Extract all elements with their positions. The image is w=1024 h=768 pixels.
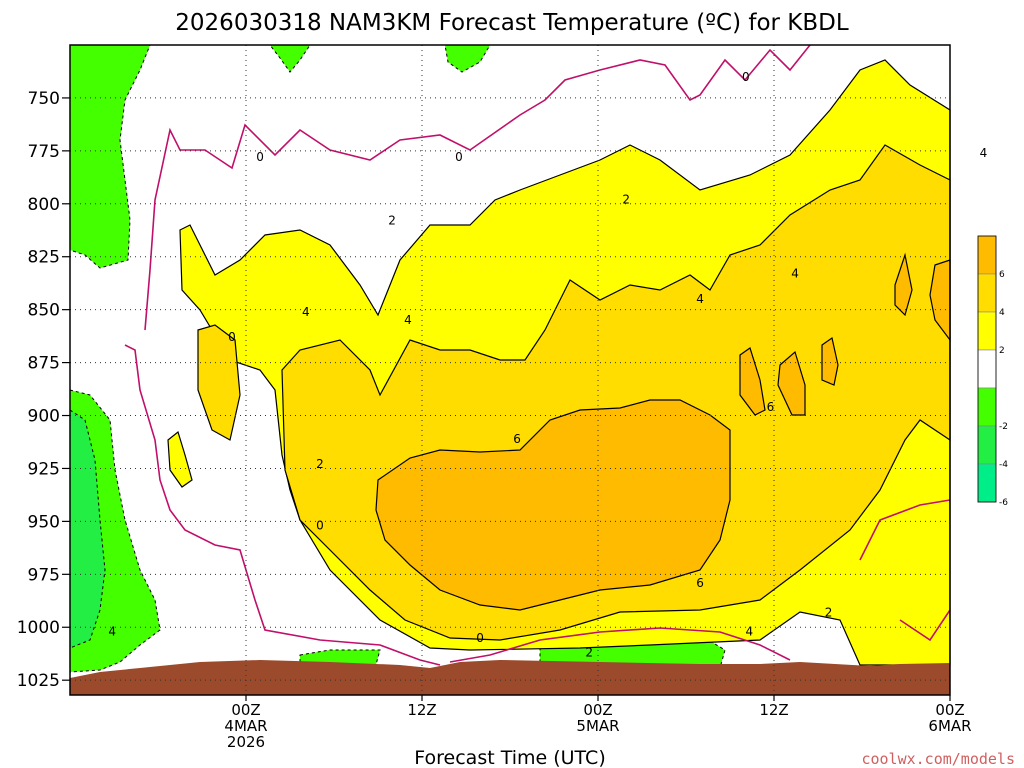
y-tick-label: 750 [28, 89, 60, 109]
colorbar-swatch [977, 235, 997, 275]
colorbar-swatch [977, 425, 997, 465]
region-4-to-6-left-blob [197, 324, 241, 441]
chart-title: 2026030318 NAM3KM Forecast Temperature (… [175, 10, 849, 36]
colorbar-label: 6 [999, 270, 1005, 280]
colorbar-label: 4 [999, 308, 1005, 318]
contour-label: 4 [980, 146, 988, 160]
colorbar-frame [977, 235, 997, 503]
colorbar-swatch [977, 349, 997, 389]
contour-labels: 0 0 0 2 2 4 4 4 4 4 0 2 6 6 0 6 2 0 2 4 4 [108, 70, 987, 660]
x-tick-label: 00Z [231, 701, 260, 719]
cold-region-lower-left-core [69, 409, 106, 649]
credit-text: coolwx.com/models [861, 750, 1015, 768]
y-tick-label: 775 [28, 142, 60, 162]
contour-label: 2 [316, 457, 324, 471]
x-tick-label: 12Z [759, 701, 788, 719]
y-tick-label: 950 [28, 512, 60, 532]
plot-frame [69, 44, 951, 696]
colorbar: 6 4 2 -2 -4 -6 [977, 235, 1008, 508]
contour-label: 0 [455, 150, 463, 164]
y-tick-label: 850 [28, 301, 60, 321]
x-tick-label: 12Z [407, 701, 436, 719]
zero-contour-lines [124, 44, 951, 666]
colorbar-swatch [977, 311, 997, 351]
region-2-to-4-left-blob [167, 430, 193, 488]
contour-label: 0 [228, 330, 236, 344]
contour-label: 0 [476, 631, 484, 645]
y-tick-label: 875 [28, 354, 60, 374]
region-above-6-blob-4 [894, 252, 913, 317]
x-tick-label: 00Z [935, 701, 964, 719]
contour-label: 4 [791, 267, 799, 281]
contour-label: 2 [388, 214, 396, 228]
cold-region-upper-left [69, 44, 151, 269]
y-tick-label: 825 [28, 248, 60, 268]
x-axis-label: Forecast Time (UTC) [414, 747, 605, 768]
y-tick-label: 900 [28, 407, 60, 427]
contour-label: 4 [404, 313, 412, 327]
contour-label: 6 [767, 400, 775, 414]
colorbar-swatch [977, 273, 997, 313]
y-axis-ticks: 750 775 800 825 850 875 900 925 950 975 1000 1025 [17, 89, 70, 691]
contour-label: 2 [825, 605, 833, 619]
y-tick-label: 1000 [17, 618, 60, 638]
contour-label: 4 [746, 624, 754, 638]
colorbar-swatch [977, 387, 997, 427]
region-above-6-blob-3 [821, 336, 839, 386]
colorbar-label: -2 [999, 422, 1008, 432]
x-tick-label: 4MAR [224, 717, 267, 735]
contour-label: 6 [696, 576, 704, 590]
cold-region-top-blob-1 [268, 44, 311, 73]
contour-label: 6 [513, 432, 521, 446]
contour-label: 0 [316, 519, 324, 533]
x-tick-label: 00Z [583, 701, 612, 719]
y-tick-label: 925 [28, 459, 60, 479]
colorbar-label: -6 [999, 498, 1008, 508]
region-above-6-blob-5 [929, 259, 951, 342]
contour-label: 2 [585, 646, 593, 660]
contour-label: 4 [108, 624, 116, 638]
contour-label: 0 [742, 70, 750, 84]
plot-area: 0 0 0 2 2 4 4 4 4 4 0 2 6 6 0 6 2 0 2 4 4 [69, 44, 987, 696]
contour-label: 2 [622, 193, 630, 207]
region-above-6-blob-1 [739, 347, 766, 416]
contour-label: 0 [256, 150, 264, 164]
colorbar-label: -4 [999, 460, 1008, 470]
x-tick-label: 2026 [227, 733, 265, 751]
colorbar-label: 2 [999, 346, 1005, 356]
contour-label: 4 [302, 305, 310, 319]
y-tick-label: 800 [28, 195, 60, 215]
terrain [70, 660, 950, 695]
contour-label: 4 [696, 292, 704, 306]
region-above-6 [375, 399, 731, 611]
y-tick-label: 975 [28, 565, 60, 585]
x-tick-label: 6MAR [928, 717, 971, 735]
x-tick-label: 5MAR [576, 717, 619, 735]
region-above-6-blob-2 [777, 350, 806, 416]
colorbar-swatch [977, 463, 997, 503]
grid [70, 45, 951, 695]
y-tick-label: 1025 [17, 671, 60, 691]
